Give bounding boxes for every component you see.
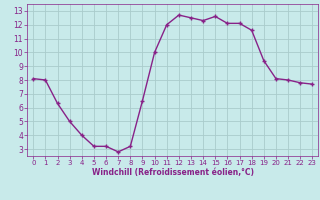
- X-axis label: Windchill (Refroidissement éolien,°C): Windchill (Refroidissement éolien,°C): [92, 168, 254, 177]
